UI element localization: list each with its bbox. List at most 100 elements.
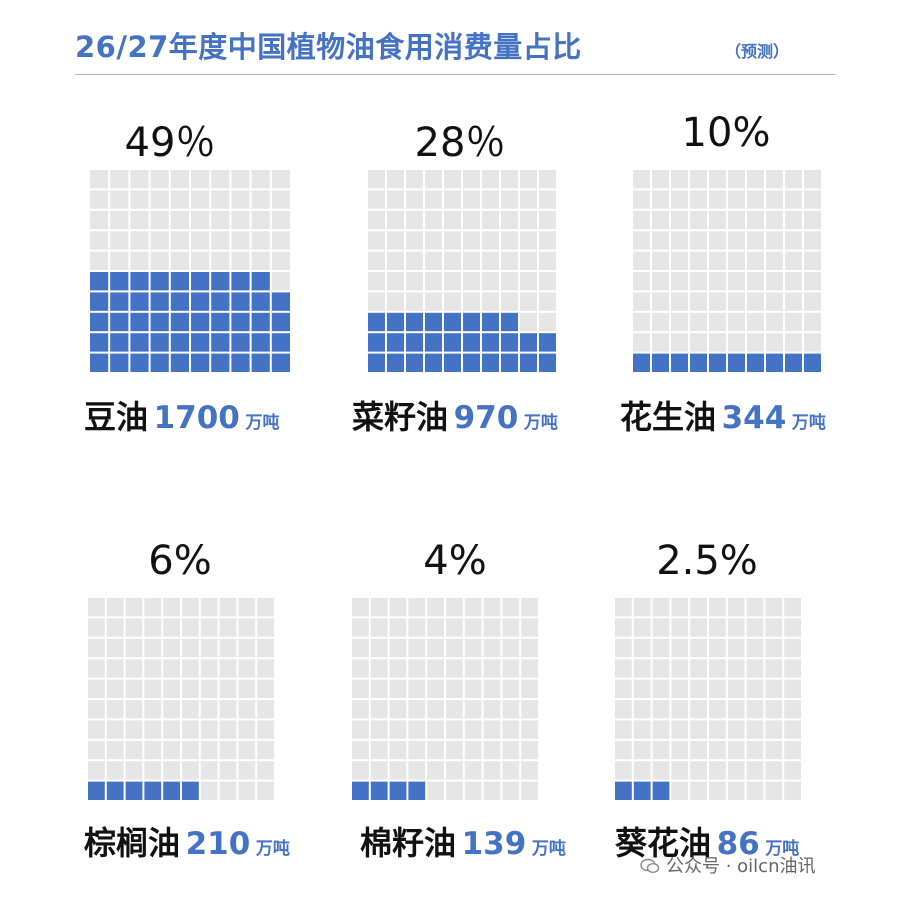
waffle-grid — [352, 598, 538, 800]
waffle-cell-empty — [251, 210, 270, 230]
waffle-cell-empty — [727, 679, 745, 698]
waffle-cell-empty — [633, 170, 650, 189]
waffle-cell-empty — [106, 659, 124, 678]
waffle-cell-empty — [709, 312, 726, 332]
waffle-cell-empty — [150, 210, 169, 230]
waffle-cell-empty — [746, 679, 764, 698]
waffle-cell-empty — [219, 761, 237, 780]
waffle-cell-empty — [368, 231, 385, 250]
waffle-cell-empty — [200, 659, 218, 678]
waffle-cell-empty — [728, 231, 745, 250]
waffle-cell-empty — [463, 170, 480, 189]
waffle-cell-empty — [728, 170, 745, 189]
waffle-cell-empty — [633, 720, 651, 739]
chart-subtitle: （预测） — [725, 42, 790, 61]
waffle-cell-empty — [125, 679, 143, 698]
waffle-cell-filled — [110, 272, 129, 291]
waffle-cell-filled — [690, 353, 707, 372]
series-name: 花生油 — [620, 398, 717, 436]
waffle-cell-empty — [652, 190, 669, 209]
waffle-cell-filled — [408, 781, 426, 800]
waffle-cell-empty — [784, 618, 801, 637]
series-label: 豆油 1700 万吨 — [84, 392, 279, 438]
waffle-cell-empty — [446, 740, 463, 760]
waffle-cell-empty — [90, 190, 109, 209]
waffle-cell-empty — [785, 231, 802, 250]
waffle-cell-empty — [765, 700, 783, 719]
waffle-cell-empty — [690, 679, 707, 698]
waffle-cell-empty — [671, 231, 688, 250]
waffle-cell-empty — [765, 679, 783, 698]
waffle-cell-filled — [170, 312, 189, 332]
waffle-cell-empty — [671, 659, 689, 678]
percent-label: 28％ — [414, 120, 506, 166]
waffle-cell-empty — [671, 190, 688, 209]
waffle-cell-empty — [387, 231, 404, 250]
waffle-cell-filled — [539, 333, 556, 352]
waffle-cell-empty — [238, 638, 256, 658]
waffle-cell-empty — [389, 638, 407, 658]
waffle-cell-empty — [483, 781, 501, 800]
waffle-cell-empty — [170, 190, 189, 209]
waffle-cell-empty — [727, 618, 745, 637]
waffle-cell-empty — [502, 740, 520, 760]
waffle-cell-empty — [408, 638, 426, 658]
waffle-cell-empty — [110, 251, 129, 270]
waffle-cell-empty — [652, 170, 669, 189]
waffle-cell-empty — [463, 210, 480, 230]
waffle-cell-empty — [464, 598, 482, 617]
waffle-cell-filled — [444, 333, 461, 352]
waffle-cell-empty — [784, 781, 801, 800]
waffle-cell-filled — [501, 333, 518, 352]
waffle-cell-empty — [520, 210, 537, 230]
waffle-cell-filled — [144, 781, 162, 800]
waffle-cell-empty — [501, 231, 518, 250]
waffle-cell-empty — [106, 638, 124, 658]
waffle-cell-empty — [425, 292, 442, 311]
waffle-cell-filled — [387, 353, 404, 372]
waffle-cell-empty — [257, 720, 274, 739]
waffle-cell-empty — [408, 720, 426, 739]
waffle-cell-empty — [389, 618, 407, 637]
waffle-cell-empty — [539, 190, 556, 209]
waffle-cell-empty — [464, 618, 482, 637]
waffle-cell-empty — [483, 618, 501, 637]
waffle-cell-empty — [746, 598, 764, 617]
waffle-cell-empty — [633, 700, 651, 719]
waffle-cell-empty — [144, 618, 162, 637]
waffle-cell-filled — [271, 353, 290, 372]
waffle-cell-filled — [747, 353, 764, 372]
waffle-cell-empty — [463, 190, 480, 209]
waffle-cell-empty — [520, 170, 537, 189]
waffle-cell-empty — [238, 781, 256, 800]
waffle-cell-empty — [502, 700, 520, 719]
waffle-cell-empty — [765, 781, 783, 800]
waffle-cell-empty — [219, 781, 237, 800]
waffle-cell-empty — [352, 679, 369, 698]
waffle-cell-empty — [446, 720, 463, 739]
waffle-cell-empty — [427, 781, 444, 800]
waffle-cell-empty — [690, 740, 707, 760]
waffle-cell-empty — [652, 740, 670, 760]
waffle-cell-empty — [728, 190, 745, 209]
waffle-cell-filled — [425, 353, 442, 372]
waffle-cell-empty — [671, 781, 689, 800]
waffle-cell-empty — [257, 679, 274, 698]
waffle-cell-filled — [633, 781, 651, 800]
waffle-cell-filled — [90, 292, 109, 311]
waffle-cell-empty — [615, 720, 632, 739]
waffle-cell-empty — [520, 231, 537, 250]
waffle-cell-empty — [784, 720, 801, 739]
waffle-cell-empty — [251, 190, 270, 209]
waffle-cell-empty — [125, 659, 143, 678]
waffle-cell-empty — [652, 761, 670, 780]
waffle-cell-filled — [633, 353, 650, 372]
waffle-cell-empty — [746, 720, 764, 739]
waffle-cell-empty — [370, 618, 388, 637]
waffle-cell-empty — [765, 659, 783, 678]
waffle-cell-empty — [690, 720, 707, 739]
waffle-cell-empty — [690, 312, 707, 332]
waffle-cell-empty — [163, 679, 180, 698]
waffle-cell-filled — [463, 353, 480, 372]
waffle-cell-empty — [106, 618, 124, 637]
